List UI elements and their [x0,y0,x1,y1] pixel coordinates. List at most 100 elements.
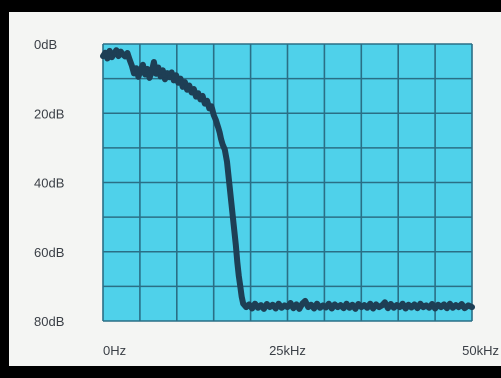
data-point [353,306,358,312]
data-point [229,201,234,206]
data-point [317,305,323,310]
data-point [306,304,311,310]
data-point [261,306,267,312]
x-tick-label: 0Hz [103,343,126,358]
data-point [391,305,396,310]
data-point [109,55,115,60]
data-point [264,301,269,307]
data-point [176,80,181,86]
data-point [347,305,352,310]
data-point [142,72,148,77]
data-point [178,76,183,81]
data-point [140,62,146,67]
data-point [147,75,152,81]
y-tick-label: 80dB [34,314,64,329]
data-point [406,302,411,307]
data-point [129,63,134,68]
data-point [173,73,179,78]
data-point [276,301,281,306]
data-point [303,298,308,304]
data-point [211,112,216,118]
data-point [218,137,224,142]
y-axis-tick-labels: 0dB 20dB 40dB 60dB 80dB [34,37,64,329]
data-point [418,301,423,306]
data-point [294,302,299,307]
data-point [239,294,244,299]
data-point [134,66,139,71]
x-axis-tick-labels: 0Hz 25kHz 50kHz [103,343,499,358]
data-point [462,306,467,311]
data-point [220,142,225,147]
data-point [344,301,349,306]
data-point [187,83,192,88]
data-point [235,259,240,265]
data-point [198,97,203,102]
data-point [338,302,343,308]
data-point [326,301,331,306]
data-point [314,301,320,306]
x-tick-label: 50kHz [462,343,499,358]
data-point [456,304,461,310]
data-point [409,305,414,310]
data-point [160,68,165,73]
data-point [469,304,475,310]
data-point [459,301,464,307]
data-point [231,221,236,227]
data-point [158,74,163,79]
data-point [388,301,393,307]
data-point [184,87,190,92]
data-point [151,59,157,65]
data-point [165,70,170,76]
data-point [224,159,230,164]
data-point [279,305,284,310]
data-point [127,57,132,62]
data-point [311,306,317,311]
data-point [424,303,429,308]
data-point [196,91,201,96]
data-point [169,70,174,75]
data-point [209,104,214,109]
data-point [365,305,370,310]
data-point [238,284,243,289]
data-point [400,301,405,306]
data-point [103,50,108,55]
data-point [308,302,314,307]
data-point [412,302,417,307]
data-point [116,53,121,59]
data-point [444,306,450,311]
data-point [122,54,128,59]
data-point [217,130,222,135]
data-point [233,242,238,247]
data-point [285,304,290,310]
data-point [373,302,379,307]
data-point [385,306,391,311]
data-point [403,306,408,311]
data-point [213,118,219,123]
data-point [222,147,227,152]
data-point [180,84,185,90]
y-tick-label: 0dB [34,37,57,52]
data-point [341,306,346,311]
data-point [450,305,455,310]
data-point [427,305,432,310]
data-point [291,306,296,311]
data-point [105,56,110,61]
data-point [149,69,154,74]
data-point [438,304,444,310]
data-point [107,48,112,54]
data-point [332,302,337,307]
data-point [415,306,420,311]
data-point [114,48,119,53]
data-point [241,301,246,306]
data-point [111,51,117,56]
data-point [227,180,232,185]
data-point [258,302,264,308]
data-point [429,301,435,307]
data-point [270,302,275,307]
data-point [252,301,258,306]
data-point [131,71,137,76]
data-point [370,306,376,311]
data-point [362,302,367,308]
data-point [204,98,210,104]
